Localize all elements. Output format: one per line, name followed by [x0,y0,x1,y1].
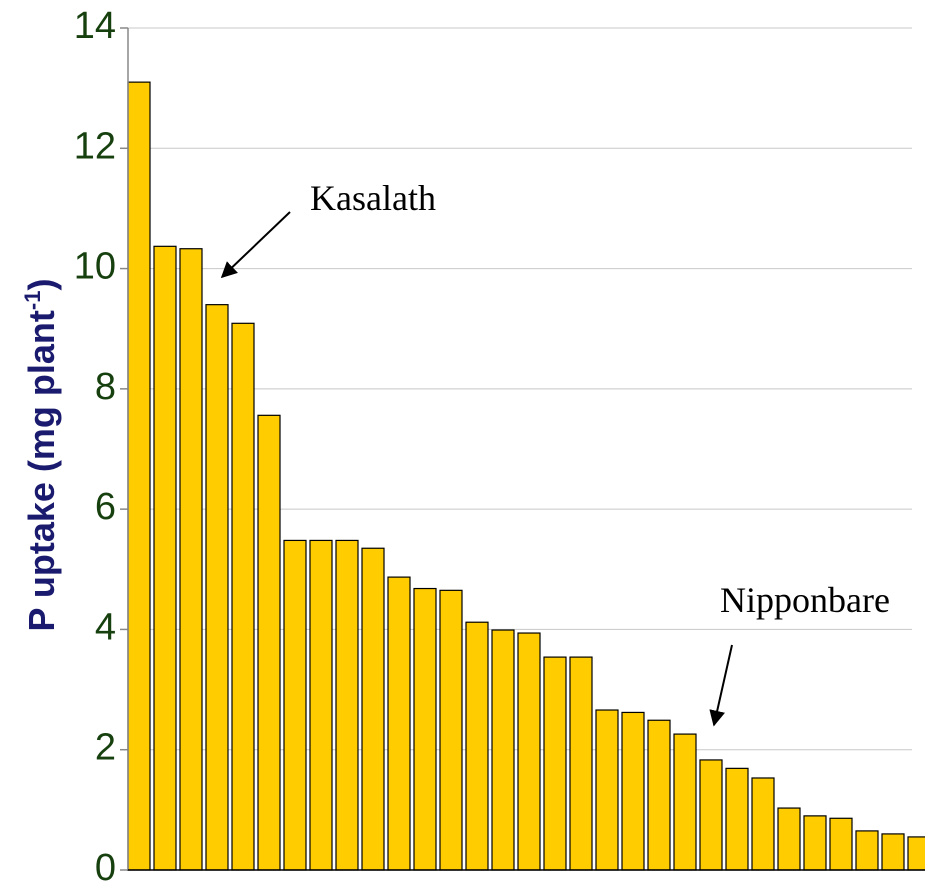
bar [543,656,567,871]
y-axis-label: P uptake (mg plant-1) [20,279,62,632]
y-tick-label: 14 [74,5,116,47]
y-tick-label: 12 [74,125,116,167]
bar [361,547,385,871]
bar [647,719,671,871]
bar [179,248,203,871]
bar [855,830,879,871]
bar [777,807,801,871]
bar [595,709,619,871]
bar [491,629,515,871]
bar [751,777,775,871]
bar [153,245,177,871]
bar [907,836,925,871]
y-tick-label: 6 [95,486,116,528]
bar [673,733,697,871]
bar [725,767,749,871]
y-tick-label: 0 [95,847,116,889]
bar [829,817,853,871]
bar [283,539,307,871]
bar [205,304,229,871]
bars [127,81,925,871]
y-tick-label: 8 [95,366,116,408]
bar [569,656,593,871]
annotation-arrow [709,644,733,727]
bar [127,81,151,871]
bar [517,632,541,871]
bar [309,539,333,871]
annotation: Kasalath [310,178,436,218]
bar [413,587,437,871]
bar [881,833,905,871]
bar [335,539,359,871]
bar [699,759,723,871]
bar [803,815,827,871]
annotation: Nipponbare [720,580,890,620]
bar [439,589,463,871]
y-tick-label: 10 [74,246,116,288]
annotation-arrow [220,211,291,279]
bar [387,576,411,871]
bar [621,711,645,871]
bar [231,322,255,871]
y-tick-label: 4 [95,606,116,648]
bar [257,414,281,871]
y-tick-label: 2 [95,727,116,769]
bar [465,621,489,871]
